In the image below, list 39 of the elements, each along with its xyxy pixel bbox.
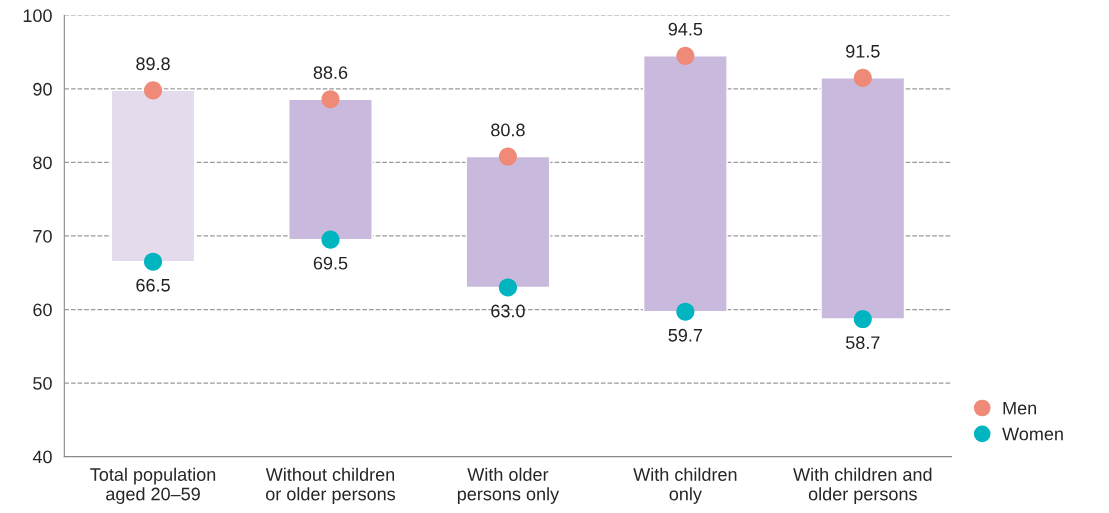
data-label: 69.5 <box>313 256 348 270</box>
legend-label: Men <box>1003 401 1037 415</box>
point <box>321 90 340 109</box>
bar <box>820 77 906 320</box>
legend-label: Women <box>1002 427 1063 441</box>
point <box>676 302 695 321</box>
point <box>498 278 517 297</box>
bar <box>465 155 551 289</box>
y-tick-label: 40 <box>32 450 52 464</box>
data-label: 80.8 <box>491 123 525 137</box>
y-tick-label: 70 <box>33 229 52 243</box>
y-tick-label: 90 <box>33 82 52 96</box>
bar <box>288 98 373 241</box>
point <box>498 147 517 166</box>
data-label: 88.6 <box>313 66 348 79</box>
bar <box>642 55 728 313</box>
x-tick-label: With children and older persons <box>793 467 932 504</box>
point <box>853 68 872 87</box>
y-tick-label: 80 <box>33 156 52 170</box>
x-tick-label: Total population aged 20–59 <box>90 467 216 504</box>
y-tick-label: 50 <box>33 376 52 390</box>
point <box>143 81 163 100</box>
point <box>321 230 340 249</box>
x-tick-label: With older persons only <box>457 467 560 504</box>
x-tick-label: With children only <box>633 467 737 504</box>
data-label: 66.5 <box>136 278 170 292</box>
data-label: 58.7 <box>845 336 880 349</box>
data-label: 94.5 <box>668 22 703 36</box>
point <box>143 252 163 271</box>
data-label: 59.7 <box>668 328 703 342</box>
bar <box>110 89 196 263</box>
point <box>676 46 695 65</box>
data-label: 63.0 <box>491 304 525 318</box>
x-tick-label: Without children or older persons <box>265 467 396 504</box>
y-tick-label: 100 <box>23 9 52 23</box>
data-label: 89.8 <box>136 57 170 71</box>
y-tick-label: 60 <box>33 303 52 317</box>
data-label: 91.5 <box>846 44 880 58</box>
point <box>853 310 872 329</box>
